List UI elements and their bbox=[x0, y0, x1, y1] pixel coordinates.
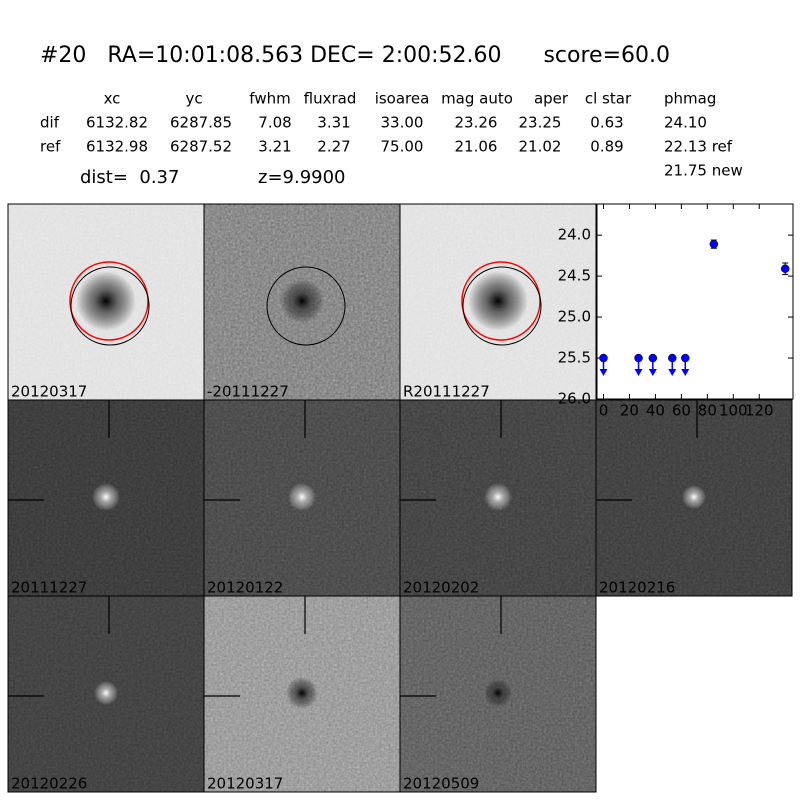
column-header: phmag bbox=[664, 90, 716, 108]
table-cell: 6132.98 bbox=[86, 138, 148, 156]
stamp-source bbox=[92, 483, 120, 511]
stamp-label: 20120509 bbox=[403, 775, 479, 793]
table-cell: 75.00 bbox=[381, 138, 424, 156]
column-header: xc bbox=[104, 90, 121, 108]
stamp-label: 20111227 bbox=[11, 579, 87, 597]
aperture-red bbox=[461, 261, 541, 341]
point bbox=[599, 353, 608, 363]
table-cell: 7.08 bbox=[258, 114, 291, 132]
x-tick-label: 20 bbox=[620, 402, 639, 420]
column-header: yc bbox=[185, 90, 202, 108]
point bbox=[634, 353, 643, 363]
stamp-label: 20120122 bbox=[207, 579, 283, 597]
limit-arrowhead bbox=[634, 369, 643, 377]
stamp-label: 20120202 bbox=[403, 579, 479, 597]
table-cell: 23.26 bbox=[455, 114, 498, 132]
limit-arrowhead bbox=[681, 369, 690, 377]
stamp-source bbox=[682, 485, 706, 509]
row-label: ref bbox=[40, 138, 61, 156]
x-tick-label: 120 bbox=[745, 402, 774, 420]
column-header: cl star bbox=[585, 90, 632, 108]
plot-area bbox=[596, 203, 794, 400]
aperture bbox=[70, 266, 150, 346]
aperture bbox=[462, 266, 542, 346]
table-cell: 24.10 bbox=[664, 114, 707, 132]
z-value: z=9.9900 bbox=[258, 167, 346, 188]
table-cell: 0.89 bbox=[590, 138, 623, 156]
x-tick-label: 80 bbox=[698, 402, 717, 420]
column-header: fluxrad bbox=[304, 90, 357, 108]
table-cell: 23.25 bbox=[519, 114, 562, 132]
table-cell: 6132.82 bbox=[86, 114, 148, 132]
table-cell: 6287.85 bbox=[170, 114, 232, 132]
stamp-source bbox=[94, 681, 118, 705]
y-tick-label: 25.5 bbox=[558, 349, 591, 367]
point bbox=[648, 353, 658, 363]
stamp-source bbox=[484, 679, 512, 707]
y-tick-label: 24.0 bbox=[558, 226, 591, 244]
limit-arrowhead bbox=[668, 369, 677, 377]
x-tick-label: 40 bbox=[646, 402, 665, 420]
table-cell: 21.02 bbox=[519, 138, 562, 156]
column-header: fwhm bbox=[249, 90, 290, 108]
stamp-label: 20120317 bbox=[11, 383, 87, 401]
limit-arrowhead bbox=[648, 369, 657, 377]
point bbox=[709, 239, 719, 249]
stamp-source bbox=[484, 483, 512, 511]
table-cell: 6287.52 bbox=[170, 138, 232, 156]
column-header: aper bbox=[534, 90, 569, 108]
stamp-label: 20120317 bbox=[207, 775, 283, 793]
table-cell: 33.00 bbox=[381, 114, 424, 132]
table-cell: 3.31 bbox=[317, 114, 350, 132]
table-cell: 22.13 ref bbox=[664, 138, 733, 156]
point bbox=[780, 264, 790, 273]
x-tick-label: 100 bbox=[719, 402, 748, 420]
stamp-source bbox=[286, 677, 318, 709]
y-tick-label: 24.5 bbox=[558, 267, 591, 285]
stamp-label: -20111227 bbox=[207, 383, 289, 401]
table-extra: 21.75 new bbox=[664, 162, 743, 180]
stamp-source bbox=[76, 271, 136, 331]
y-tick-label: 25.0 bbox=[558, 308, 591, 326]
point bbox=[668, 353, 677, 363]
x-tick-label: 60 bbox=[672, 402, 691, 420]
stamp-source bbox=[468, 271, 528, 331]
stamp-label: R20111227 bbox=[403, 383, 490, 401]
stamp-source bbox=[288, 483, 316, 511]
table-cell: 2.27 bbox=[317, 138, 350, 156]
stamp-frame bbox=[399, 595, 597, 793]
aperture bbox=[266, 266, 346, 346]
table-cell: 3.21 bbox=[258, 138, 291, 156]
table-cell: 0.63 bbox=[590, 114, 623, 132]
y-tick-label: 26.0 bbox=[558, 390, 591, 408]
table-cell: 21.06 bbox=[455, 138, 498, 156]
dist: dist= 0.37 bbox=[80, 167, 179, 188]
stamp-label: 20120226 bbox=[11, 775, 87, 793]
point bbox=[681, 353, 690, 363]
aperture-red bbox=[69, 261, 149, 341]
column-header: mag auto bbox=[441, 90, 513, 108]
stamp-source bbox=[280, 279, 324, 323]
x-tick-label: 0 bbox=[599, 402, 609, 420]
stamp-label: 20120216 bbox=[599, 579, 675, 597]
limit-arrowhead bbox=[599, 369, 608, 377]
row-label: dif bbox=[40, 114, 60, 132]
stamp-frame bbox=[595, 399, 793, 597]
column-header: isoarea bbox=[375, 90, 430, 108]
title: #20 RA=10:01:08.563 DEC= 2:00:52.60 scor… bbox=[40, 43, 670, 68]
